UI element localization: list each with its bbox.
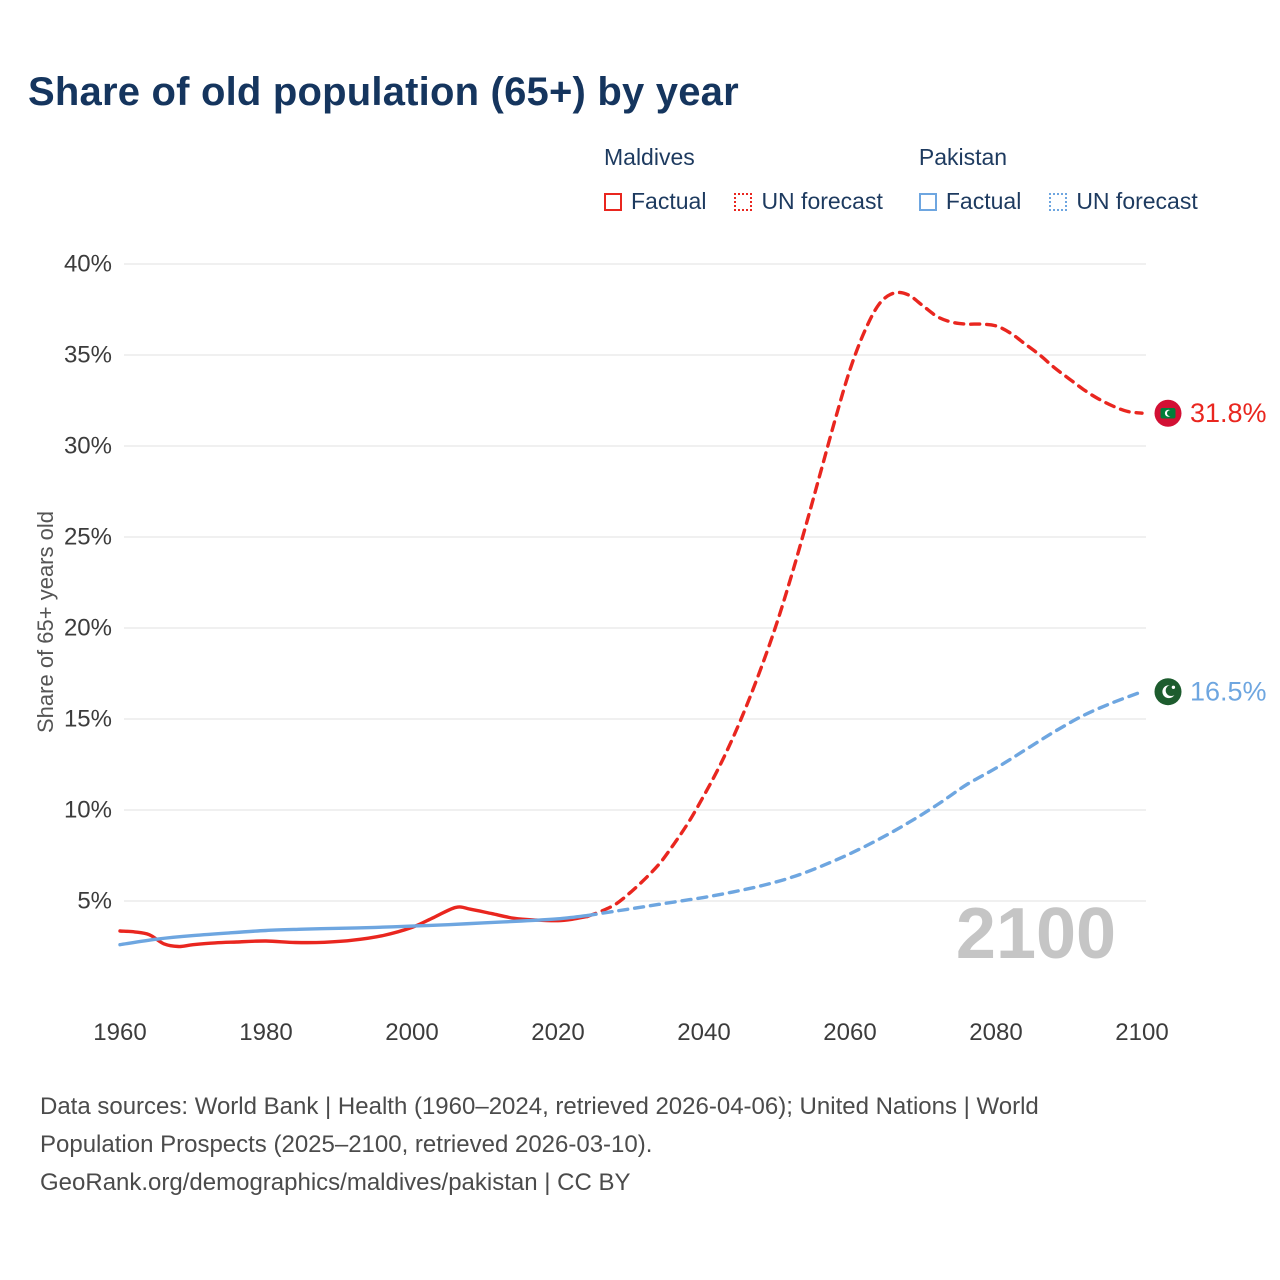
watermark-year: 2100 [956, 894, 1116, 974]
pakistan-factual-swatch-icon [918, 192, 937, 211]
series-line-maldives-forecast [585, 290, 1144, 919]
y-tick-label: 5% [77, 888, 112, 915]
footer-data-sources-line-2: Population Prospects (2025–2100, retriev… [40, 1131, 653, 1158]
pakistan-end-value-label: 16.5% [1190, 677, 1267, 707]
legend-series-name-maldives: Maldives [604, 144, 695, 170]
legend: Maldives Factual UN forecast Pakistan Fa… [604, 144, 1198, 215]
y-tick-label: 25% [64, 524, 112, 551]
page-title: Share of old population (65+) by year [28, 70, 739, 114]
pakistan-flag-star [1171, 685, 1176, 689]
maldives-factual-swatch-icon [604, 192, 622, 211]
x-tick-label: 2100 [1115, 1019, 1168, 1046]
maldives-forecast-swatch-icon [734, 192, 753, 211]
footer: Data sources: World Bank | Health (1960–… [40, 1088, 1039, 1202]
legend-series-name-pakistan: Pakistan [918, 144, 1008, 170]
pakistan-factual-label: Factual [945, 188, 1022, 214]
x-tick-label: 1960 [93, 1019, 146, 1046]
pakistan-forecast-label: UN forecast [1076, 188, 1198, 214]
y-tick-label: 15% [64, 706, 112, 733]
y-tick-label: 35% [64, 342, 112, 369]
legend-row-pakistan: Factual UN forecast [918, 188, 1198, 215]
y-tick-label: 40% [64, 251, 112, 278]
maldives-forecast-label: UN forecast [761, 188, 883, 214]
legend-group-pakistan: Pakistan Factual UN forecast [918, 144, 1198, 215]
series-line-pakistan-forecast [585, 690, 1144, 918]
x-tick-label: 2020 [531, 1019, 584, 1046]
maldives-factual-label: Factual [631, 188, 707, 214]
y-tick-label: 20% [64, 615, 112, 642]
x-tick-label: 2060 [823, 1019, 876, 1046]
legend-group-maldives: Maldives Factual UN forecast [604, 144, 883, 215]
series-line-maldives-factual [118, 905, 589, 949]
x-tick-label: 2040 [677, 1019, 730, 1046]
y-tick-label: 10% [64, 797, 112, 824]
series-line-pakistan-factual [118, 913, 589, 947]
footer-data-sources-line: Data sources: World Bank | Health (1960–… [40, 1093, 1039, 1120]
pakistan-flag-crescent-cut [1165, 685, 1177, 696]
x-tick-label: 2000 [385, 1019, 438, 1046]
pakistan-forecast-swatch-icon [1049, 192, 1068, 211]
x-tick-label: 2080 [969, 1019, 1022, 1046]
x-tick-label: 1980 [239, 1019, 292, 1046]
legend-row-maldives: Factual UN forecast [604, 188, 883, 215]
y-tick-label: 30% [64, 433, 112, 460]
maldives-end-value-label: 31.8% [1190, 398, 1267, 428]
footer-attribution-line: GeoRank.org/demographics/maldives/pakist… [40, 1169, 631, 1196]
maldives-flag-crescent-cut [1167, 410, 1174, 417]
y-axis-label: Share of 65+ years old [33, 511, 58, 733]
